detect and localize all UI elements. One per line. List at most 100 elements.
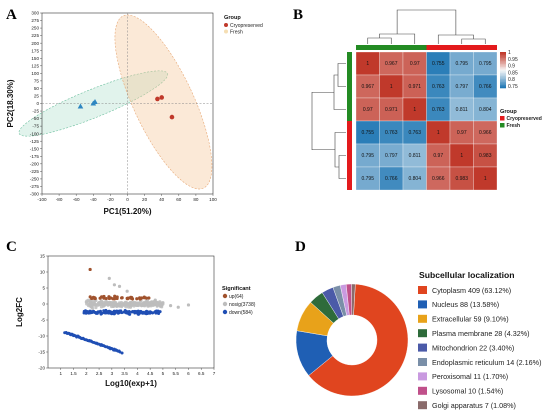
heatmap-cell-value: 0.763 — [408, 130, 421, 136]
heatmap-cell-value: 0.766 — [479, 84, 492, 90]
colorbar-segment — [500, 85, 506, 87]
colorbar-segment — [500, 62, 506, 65]
data-point-nosig — [117, 284, 122, 288]
y-tick-label: 275 — [31, 18, 39, 23]
colorbar-segment — [500, 77, 506, 80]
plot-frame — [47, 255, 215, 369]
data-point-nosig — [147, 304, 151, 308]
y-tick-label: -20 — [38, 366, 45, 371]
y-tick-label: -275 — [30, 184, 40, 189]
colorbar-segment — [500, 58, 506, 60]
heatmap-cell-value: 0.811 — [456, 107, 468, 113]
data-point-down — [94, 311, 98, 315]
colorbar-segment — [500, 79, 506, 81]
data-point-down — [117, 309, 121, 313]
x-tick-label: -60 — [73, 197, 80, 202]
data-point-down — [124, 310, 128, 314]
data-point-up — [138, 297, 142, 301]
data-point-nosig — [131, 302, 135, 307]
data-point-down — [120, 351, 124, 355]
data-point-up — [104, 296, 108, 301]
heatmap-cell-value: 0.97 — [410, 61, 420, 67]
data-point-nosig — [109, 302, 113, 307]
y-tick-label: -200 — [30, 161, 40, 166]
y-tick-label: 125 — [31, 63, 39, 68]
data-point-nosig — [94, 305, 98, 310]
legend-label: Fresh — [230, 29, 243, 35]
y-tick-label: 0 — [42, 302, 45, 307]
x-tick-label: 6 — [187, 371, 190, 376]
legend-label: nosig(3738) — [229, 302, 256, 308]
colorbar-segment — [500, 59, 506, 62]
x-tick-label: -80 — [56, 197, 63, 202]
data-point-up — [111, 297, 115, 301]
data-point-down — [142, 311, 146, 315]
data-point-up — [125, 296, 129, 300]
column-group-bar — [426, 45, 450, 50]
heatmap-cell-value: 0.967 — [385, 61, 398, 67]
data-point-nosig — [155, 301, 159, 305]
column-group-bar — [403, 45, 427, 50]
heatmap-cell-value: 0.766 — [385, 176, 398, 182]
data-point-nosig — [106, 300, 111, 305]
colorbar-segment — [500, 74, 506, 77]
data-point-nosig — [150, 303, 154, 307]
column-group-bar — [450, 45, 474, 50]
y-tick-label: 175 — [31, 48, 39, 53]
row-group-bar — [347, 144, 352, 167]
panel-label-d: D — [295, 239, 306, 255]
heatmap-cell-value: 0.797 — [455, 84, 468, 90]
data-point-nosig — [138, 302, 143, 306]
heatmap-cell-value: 0.804 — [408, 176, 421, 182]
y-tick-label: 250 — [31, 26, 39, 31]
legend-swatch — [224, 29, 228, 34]
x-tick-label: 3.5 — [121, 371, 128, 376]
y-tick-label: -150 — [30, 146, 40, 151]
data-point-nosig — [112, 283, 116, 287]
legend-swatch — [418, 372, 427, 381]
colorbar-segment — [500, 53, 506, 56]
heatmap-cell-value: 0.763 — [385, 130, 398, 136]
data-point-nosig — [113, 301, 117, 305]
colorbar-tick-label: 0.8 — [508, 77, 515, 83]
data-point-fresh — [92, 98, 98, 104]
heatmap-cell-value: 0.983 — [479, 153, 492, 159]
legend-swatch — [222, 309, 228, 315]
colorbar-tick-label: 0.75 — [508, 84, 518, 90]
colorbar-segment — [500, 71, 506, 74]
colorbar-segment — [500, 83, 506, 86]
heatmap-cell-value: 1 — [390, 84, 393, 90]
data-point-down — [156, 310, 160, 314]
x-tick-label: -40 — [90, 197, 97, 202]
legend-swatch — [418, 343, 427, 352]
panel-label-c: C — [6, 239, 17, 255]
y-axis-label: PC2(18.30%) — [6, 79, 15, 127]
x-tick-label: 5.5 — [172, 371, 179, 376]
data-point-nosig — [102, 303, 106, 307]
legend-label: down(584) — [229, 310, 253, 316]
colorbar-tick-label: 0.9 — [508, 64, 515, 70]
data-point-up — [135, 297, 139, 301]
heatmap-cell-value: 1 — [460, 153, 463, 159]
legend-swatch — [222, 293, 228, 299]
data-point-nosig — [127, 303, 131, 307]
x-tick-label: 2 — [85, 371, 88, 376]
heatmap-cell-value: 0.967 — [361, 84, 374, 90]
y-tick-label: 5 — [42, 286, 45, 291]
data-point-nosig — [125, 289, 129, 293]
x-tick-label: 1.5 — [70, 371, 77, 376]
y-tick-label: 15 — [40, 254, 46, 259]
data-point-up — [147, 296, 151, 300]
y-tick-label: 75 — [34, 78, 40, 83]
pca-plot: -100 -80 -60 -40 -20 0 20 40 60 80 100300275250225… — [6, 11, 263, 216]
row-group-bar — [347, 121, 352, 144]
data-point-down — [113, 311, 117, 315]
x-tick-label: -100 — [37, 197, 47, 202]
heatmap-cell-value: 1 — [366, 61, 369, 67]
data-point-nosig — [176, 305, 180, 309]
legend-swatch — [224, 23, 228, 27]
data-point-up — [129, 296, 133, 300]
colorbar-segment — [500, 76, 506, 78]
